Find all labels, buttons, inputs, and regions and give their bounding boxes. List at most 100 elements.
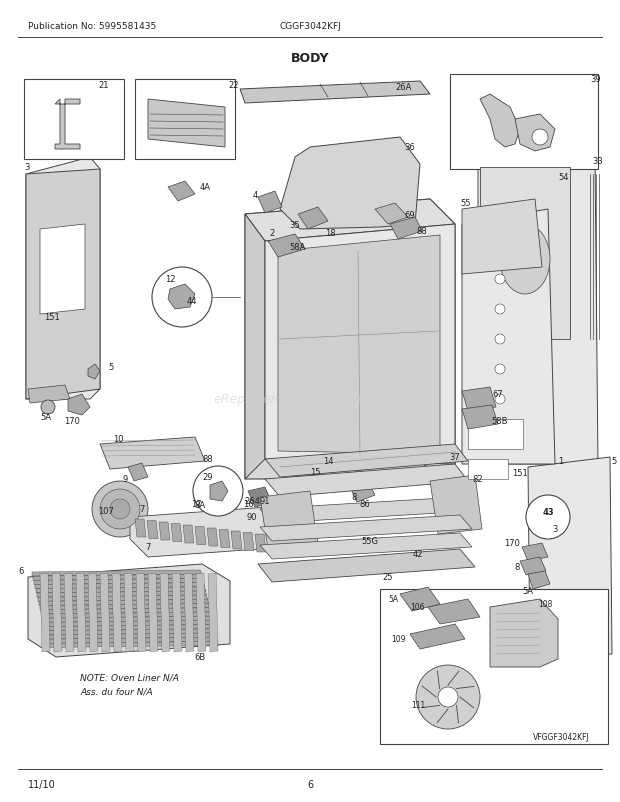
Polygon shape [35, 583, 205, 589]
Polygon shape [32, 570, 202, 577]
Text: 25: 25 [383, 573, 393, 581]
Polygon shape [168, 285, 195, 310]
Polygon shape [400, 587, 440, 611]
Text: 6: 6 [19, 567, 24, 576]
Polygon shape [462, 387, 496, 411]
Text: 21: 21 [98, 80, 108, 89]
Text: 37: 37 [450, 453, 461, 462]
Polygon shape [258, 192, 282, 214]
Polygon shape [135, 520, 146, 537]
Polygon shape [207, 529, 218, 546]
Polygon shape [48, 638, 218, 643]
Text: 43: 43 [542, 508, 554, 516]
Polygon shape [168, 182, 195, 202]
Circle shape [100, 489, 140, 529]
Polygon shape [46, 629, 216, 635]
Text: 35: 35 [290, 221, 300, 229]
Polygon shape [268, 235, 305, 257]
Polygon shape [40, 604, 210, 610]
Text: 16: 16 [242, 500, 254, 508]
Polygon shape [390, 217, 422, 240]
Bar [468, 419, 523, 449]
Polygon shape [183, 525, 194, 543]
Text: 5: 5 [108, 363, 113, 372]
Text: 12: 12 [165, 275, 175, 284]
Text: 58A: 58A [290, 243, 306, 252]
Polygon shape [124, 573, 134, 652]
Text: 54: 54 [558, 173, 569, 182]
Polygon shape [260, 497, 472, 524]
Polygon shape [255, 534, 266, 553]
Text: 55: 55 [461, 199, 471, 209]
Text: 3: 3 [552, 525, 557, 534]
Polygon shape [480, 95, 520, 148]
Polygon shape [267, 536, 278, 554]
Polygon shape [305, 455, 332, 475]
Circle shape [416, 665, 480, 729]
Polygon shape [100, 573, 110, 652]
Text: 6: 6 [307, 779, 313, 789]
Polygon shape [47, 634, 217, 639]
Polygon shape [42, 612, 212, 618]
Text: 29: 29 [203, 473, 213, 482]
Text: 4: 4 [252, 190, 258, 199]
Text: 44: 44 [187, 297, 197, 306]
Text: Publication No: 5995581435: Publication No: 5995581435 [28, 22, 156, 31]
Text: 8A: 8A [195, 501, 206, 510]
Text: 111: 111 [411, 701, 425, 710]
Polygon shape [39, 600, 209, 606]
Text: 5: 5 [611, 457, 617, 466]
Text: 6B: 6B [195, 653, 206, 662]
Text: 17: 17 [191, 500, 202, 508]
Polygon shape [128, 464, 148, 481]
Polygon shape [243, 533, 254, 551]
Polygon shape [240, 82, 430, 104]
Circle shape [495, 305, 505, 314]
Polygon shape [350, 481, 375, 502]
Polygon shape [428, 599, 480, 624]
Polygon shape [40, 573, 50, 652]
Polygon shape [88, 365, 100, 379]
Polygon shape [219, 530, 230, 548]
Polygon shape [148, 100, 225, 148]
Polygon shape [260, 516, 472, 541]
Text: 11/10: 11/10 [28, 779, 56, 789]
Text: 2: 2 [269, 229, 275, 237]
Polygon shape [245, 215, 265, 480]
Text: 10: 10 [113, 435, 123, 444]
Text: 5A: 5A [523, 587, 533, 596]
Polygon shape [210, 481, 228, 501]
Polygon shape [37, 591, 207, 597]
Text: 39: 39 [590, 75, 601, 84]
Polygon shape [49, 642, 219, 647]
Polygon shape [280, 138, 420, 229]
Circle shape [438, 687, 458, 707]
Polygon shape [28, 565, 230, 657]
Polygon shape [480, 168, 570, 339]
Bar [450, 75, 598, 170]
Circle shape [152, 268, 212, 327]
Text: 88: 88 [417, 227, 427, 237]
Polygon shape [528, 571, 550, 589]
Text: 36: 36 [405, 144, 415, 152]
Polygon shape [68, 395, 90, 415]
Bar [135, 80, 235, 160]
Polygon shape [100, 437, 205, 469]
Bar [380, 589, 608, 744]
Polygon shape [522, 543, 548, 561]
Polygon shape [28, 386, 70, 403]
Polygon shape [265, 444, 468, 477]
Circle shape [495, 395, 505, 404]
Polygon shape [172, 573, 182, 652]
Polygon shape [265, 464, 468, 497]
Polygon shape [55, 100, 80, 150]
Circle shape [92, 481, 148, 537]
Text: 109: 109 [391, 634, 406, 644]
Polygon shape [43, 617, 213, 622]
Polygon shape [490, 599, 558, 667]
Text: 3: 3 [24, 164, 29, 172]
Text: 108: 108 [538, 600, 552, 609]
Bar [24, 80, 124, 160]
Polygon shape [38, 595, 208, 602]
Polygon shape [136, 573, 146, 652]
